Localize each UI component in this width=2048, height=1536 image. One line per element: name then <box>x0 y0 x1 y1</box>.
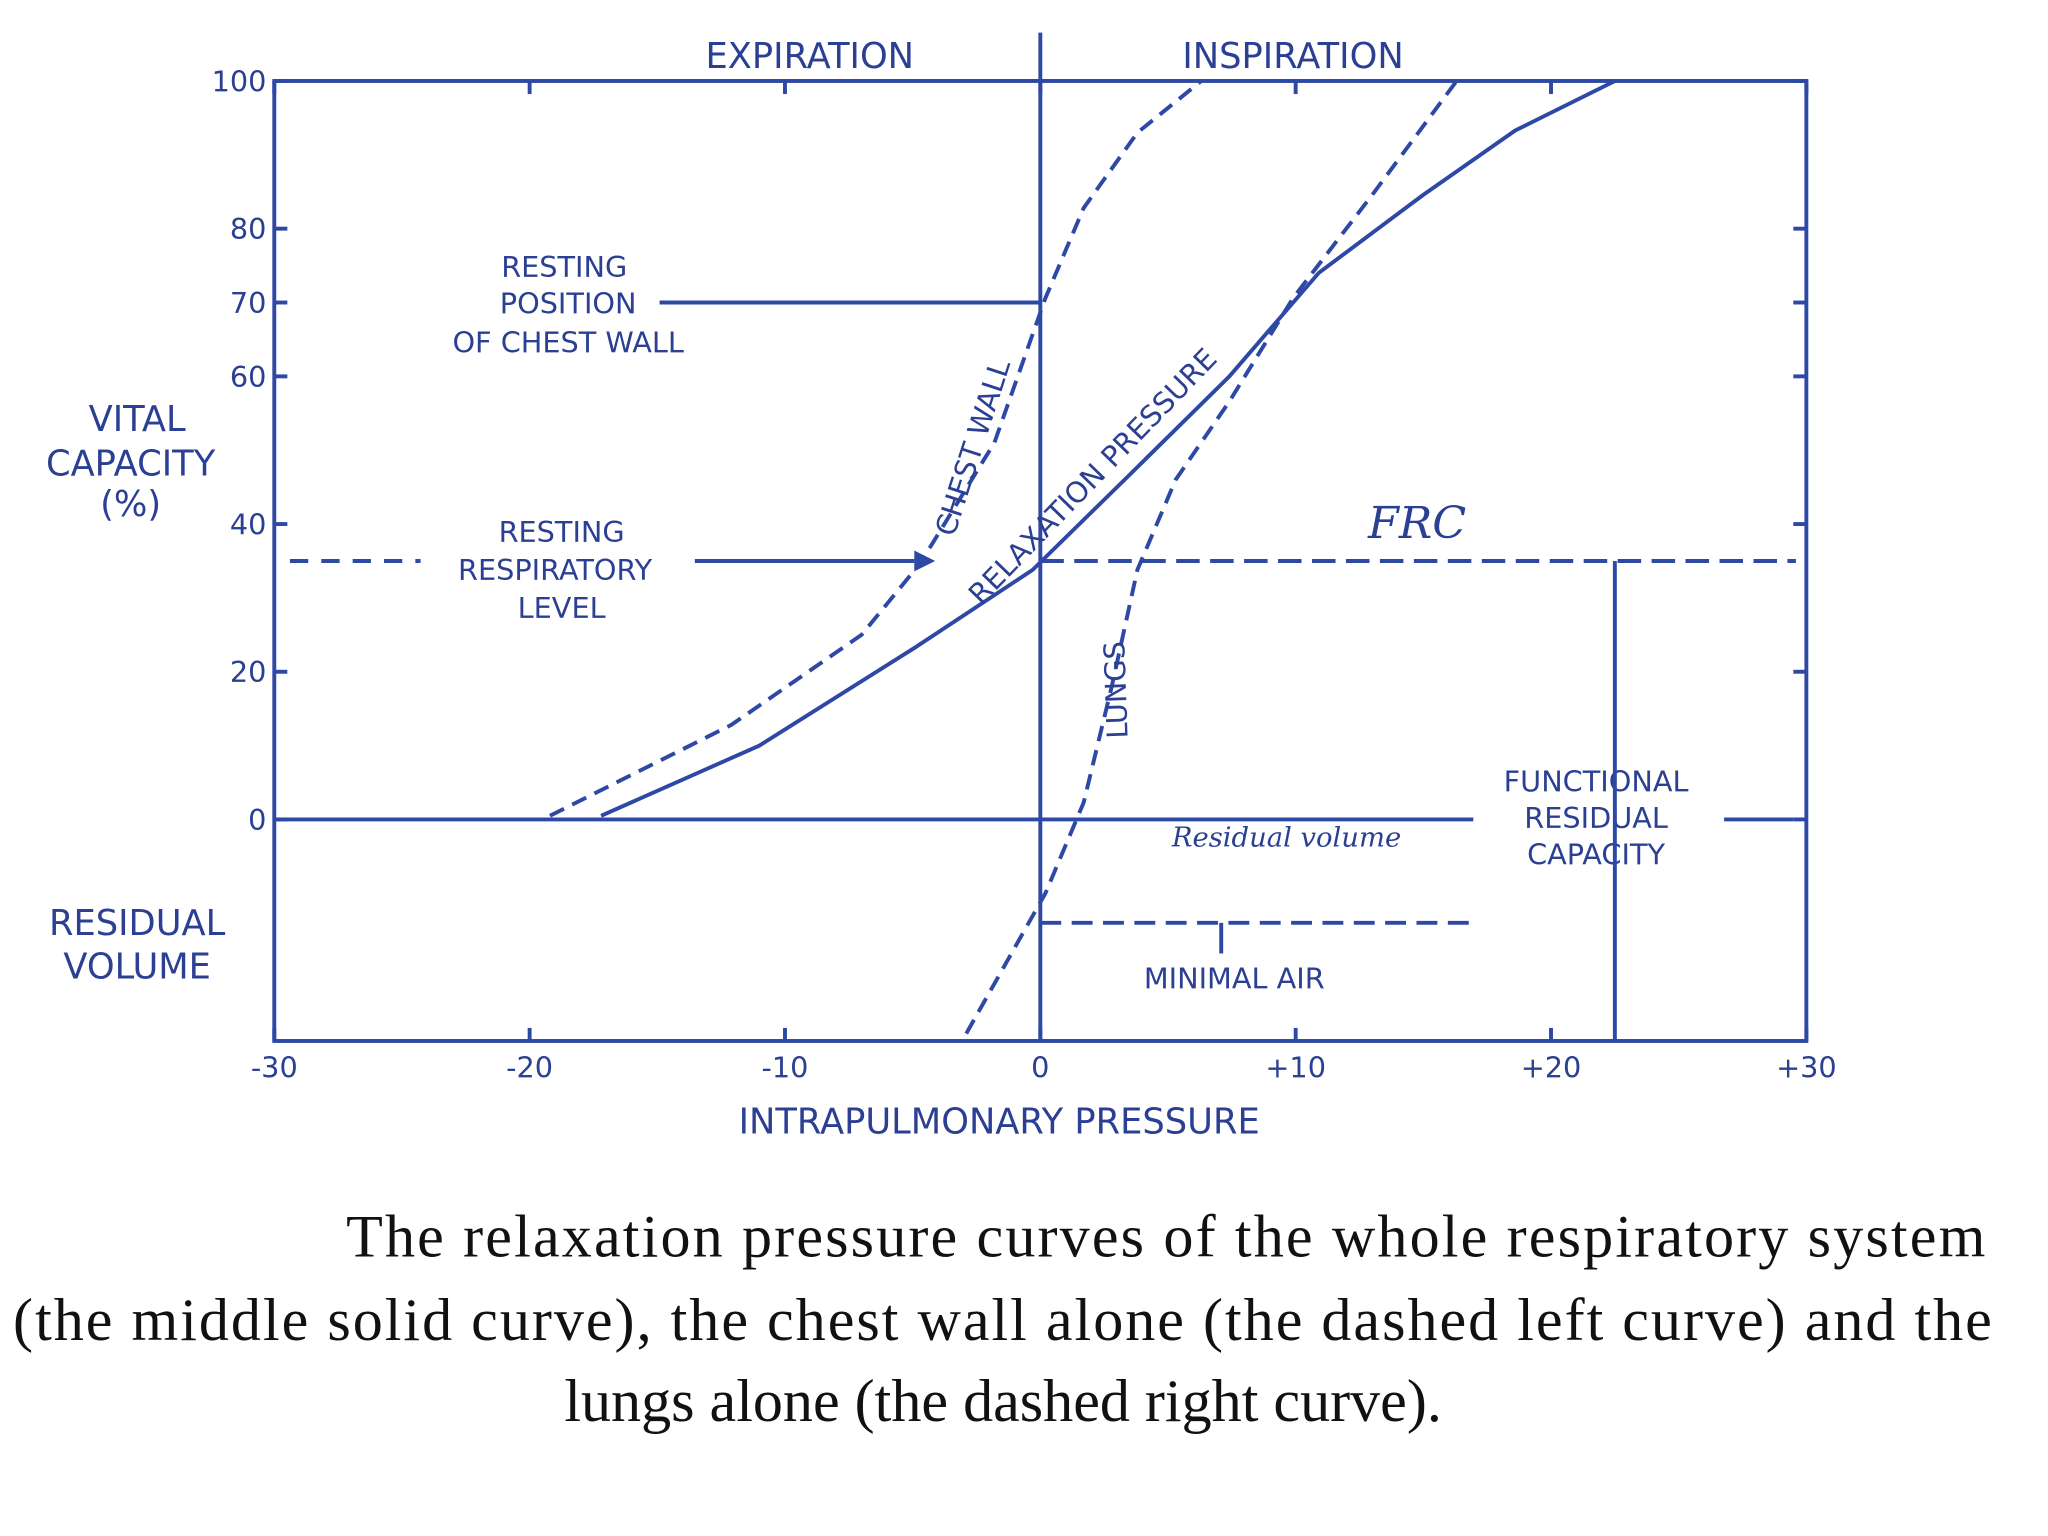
x-axis-label: INTRAPULMONARY PRESSURE <box>739 1102 1260 1143</box>
annotation: OF CHEST WALL <box>452 326 683 360</box>
caption: lungs alone (the dashed right curve). <box>564 1367 1442 1434</box>
annotation: RESPIRATORY <box>458 553 653 587</box>
y-tick-label: 100 <box>212 64 267 98</box>
x-tick-label: 0 <box>1031 1051 1049 1085</box>
y-tick-label: 70 <box>230 286 267 320</box>
annotation: VOLUME <box>63 946 211 987</box>
annotation: INSPIRATION <box>1182 36 1403 77</box>
curve <box>964 79 1459 1035</box>
x-tick-label: +20 <box>1521 1051 1582 1085</box>
annotation: MINIMAL AIR <box>1144 962 1325 996</box>
y-axis-label: CAPACITY <box>46 443 216 484</box>
x-tick-label: -20 <box>506 1051 553 1085</box>
curve <box>600 79 1616 818</box>
y-axis-label: (%) <box>100 484 161 525</box>
y-tick-label: 0 <box>248 803 266 837</box>
annotation: RESTING <box>501 250 627 284</box>
caption: (the middle solid curve), the chest wall… <box>13 1286 1992 1353</box>
x-tick-label: -30 <box>251 1051 298 1085</box>
annotation: Residual volume <box>1171 822 1401 853</box>
annotation: LEVEL <box>518 591 606 625</box>
x-tick-label: -10 <box>762 1051 809 1085</box>
annotation: FRC <box>1367 498 1466 549</box>
annotation: RESIDUAL <box>49 903 226 944</box>
caption: The relaxation pressure curves of the wh… <box>346 1202 1985 1269</box>
annotation: POSITION <box>500 286 637 320</box>
annotation: FUNCTIONAL <box>1504 765 1689 799</box>
annotation: EXPIRATION <box>706 36 915 77</box>
annotation: RESTING <box>499 515 625 549</box>
y-tick-label: 60 <box>230 360 267 394</box>
y-tick-label: 40 <box>230 508 267 542</box>
y-tick-label: 80 <box>230 212 267 246</box>
y-axis-label: VITAL <box>89 399 186 440</box>
annotation: RESIDUAL <box>1524 801 1668 835</box>
annotation: CAPACITY <box>1527 838 1665 872</box>
x-tick-label: +10 <box>1265 1051 1326 1085</box>
curve-label: LUNGS <box>1097 641 1134 740</box>
x-tick-label: +30 <box>1776 1051 1837 1085</box>
curve <box>549 79 1203 818</box>
y-tick-label: 20 <box>230 655 267 689</box>
